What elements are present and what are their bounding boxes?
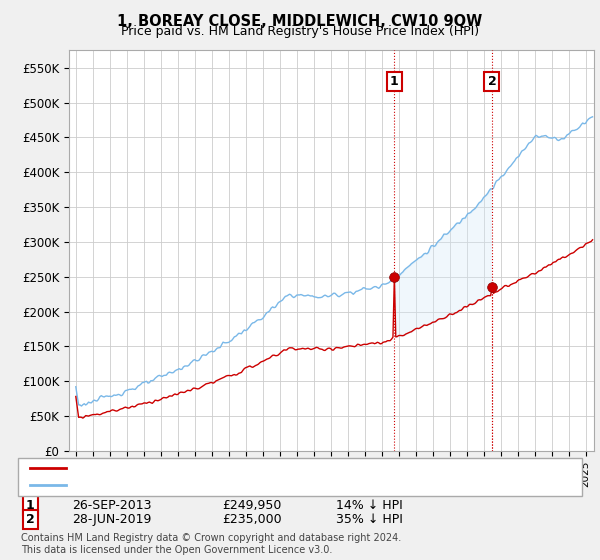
Text: 1, BOREAY CLOSE, MIDDLEWICH, CW10 9QW (detached house): 1, BOREAY CLOSE, MIDDLEWICH, CW10 9QW (d… [72,463,423,473]
Text: 1, BOREAY CLOSE, MIDDLEWICH, CW10 9QW: 1, BOREAY CLOSE, MIDDLEWICH, CW10 9QW [118,14,482,29]
Text: 28-JUN-2019: 28-JUN-2019 [72,513,151,526]
Text: 14% ↓ HPI: 14% ↓ HPI [336,498,403,512]
Text: Contains HM Land Registry data © Crown copyright and database right 2024.
This d: Contains HM Land Registry data © Crown c… [21,533,401,555]
Text: £249,950: £249,950 [222,498,281,512]
Text: 2: 2 [488,75,496,88]
Text: HPI: Average price, detached house, Cheshire East: HPI: Average price, detached house, Ches… [72,480,355,490]
Text: 26-SEP-2013: 26-SEP-2013 [72,498,151,512]
Text: 35% ↓ HPI: 35% ↓ HPI [336,513,403,526]
Text: £235,000: £235,000 [222,513,281,526]
Text: 1: 1 [26,498,34,512]
Text: 2: 2 [26,513,34,526]
Text: 1: 1 [389,75,398,88]
Text: Price paid vs. HM Land Registry's House Price Index (HPI): Price paid vs. HM Land Registry's House … [121,25,479,38]
